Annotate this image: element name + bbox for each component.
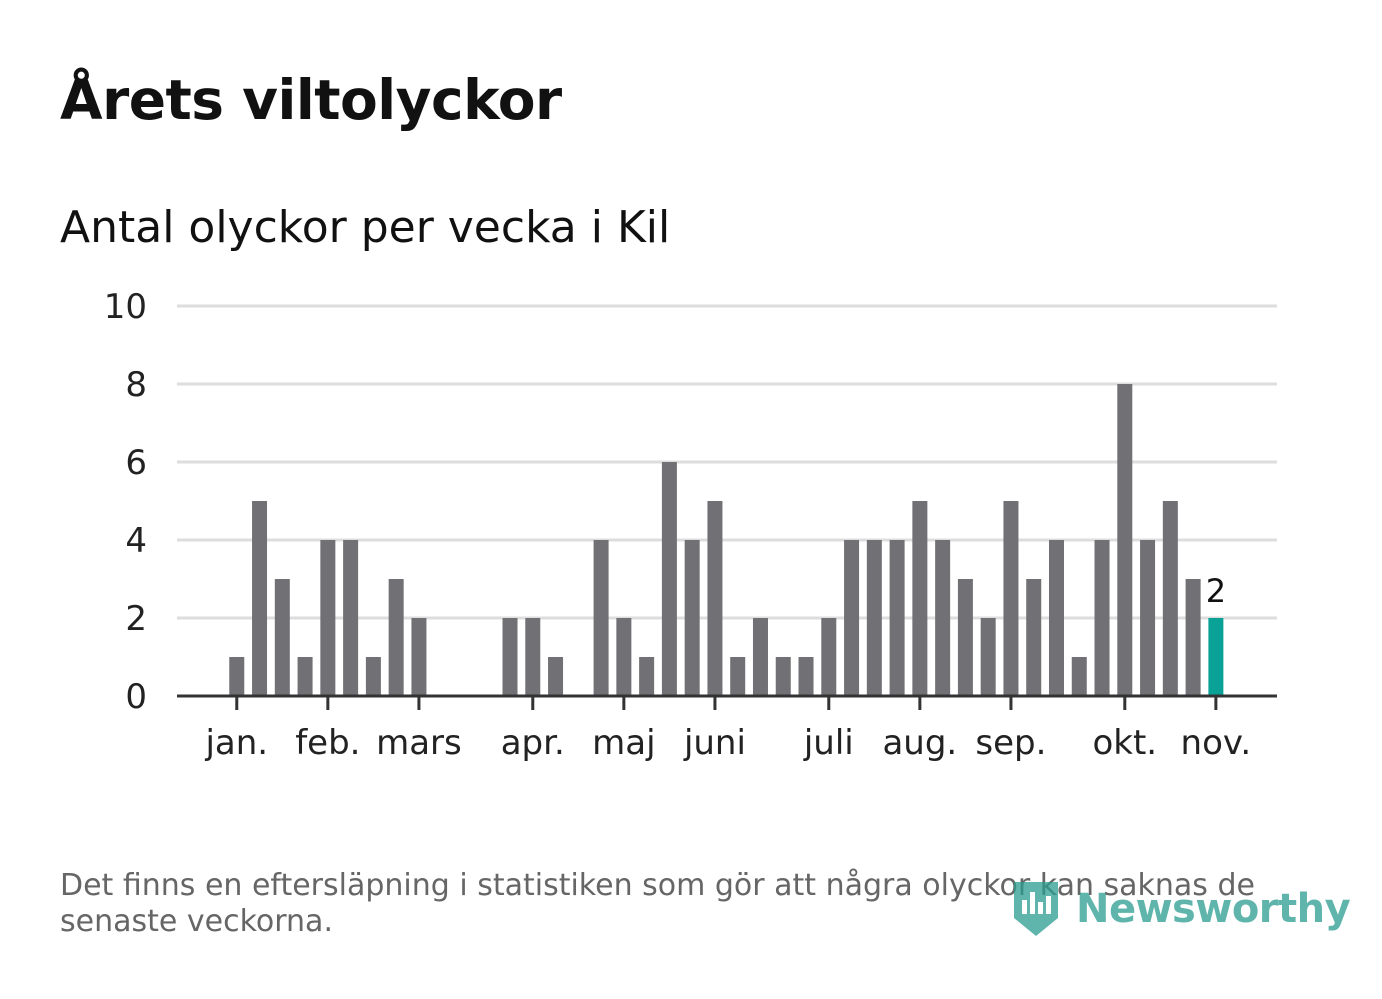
y-tick-label: 8 [125, 365, 147, 405]
bar [1048, 540, 1064, 696]
bar [1071, 657, 1087, 696]
bar [1003, 501, 1019, 696]
newsworthy-logo-icon [1014, 882, 1058, 936]
bar [957, 579, 973, 696]
bar [912, 501, 928, 696]
bar [411, 618, 427, 696]
bar [844, 540, 860, 696]
bar [889, 540, 905, 696]
logo-text: Newsworthy [1076, 886, 1351, 932]
chart-subtitle: Antal olyckor per vecka i Kil [60, 202, 671, 253]
y-tick-label: 10 [104, 287, 147, 327]
bar [798, 657, 814, 696]
bar [548, 657, 564, 696]
bar [821, 618, 837, 696]
x-tick-label: feb. [295, 723, 360, 763]
highlight-bar [1208, 618, 1224, 696]
highlight-data-label: 2 [1206, 572, 1226, 610]
x-tick-label: sep. [975, 723, 1046, 763]
x-tick-label: maj [592, 723, 655, 763]
x-tick-label: okt. [1092, 723, 1157, 763]
newsworthy-logo: Newsworthy [1010, 878, 1351, 940]
bar [525, 618, 541, 696]
bars [229, 384, 1224, 696]
bar [639, 657, 655, 696]
bar [1140, 540, 1156, 696]
bar [502, 618, 518, 696]
bar [616, 618, 632, 696]
x-tick-label: mars [376, 723, 462, 763]
bar [1026, 579, 1042, 696]
y-axis-ticks: 0 2 4 6 8 10 [104, 287, 147, 717]
bar [388, 579, 404, 696]
bar [1094, 540, 1110, 696]
bar [274, 579, 290, 696]
data-labels: 2 [1206, 572, 1226, 610]
bar [866, 540, 882, 696]
x-tick-label: juli [803, 723, 854, 763]
bar [935, 540, 951, 696]
chart-title: Årets viltolyckor [60, 68, 562, 132]
bar [593, 540, 609, 696]
x-tick-label: aug. [882, 723, 957, 763]
y-tick-label: 2 [125, 599, 147, 639]
x-tick-label: nov. [1181, 723, 1252, 763]
y-tick-label: 6 [125, 443, 147, 483]
bar [775, 657, 791, 696]
bar [1162, 501, 1178, 696]
bar [252, 501, 268, 696]
y-tick-label: 0 [125, 677, 147, 717]
bar [661, 462, 677, 696]
x-axis-ticks: jan. feb. mars apr. maj juni juli aug. sep. okt. n… [204, 696, 1251, 763]
bar [980, 618, 996, 696]
bar [752, 618, 768, 696]
bar [730, 657, 746, 696]
bar [707, 501, 723, 696]
bar [320, 540, 336, 696]
y-tick-label: 4 [125, 521, 147, 561]
bar [343, 540, 359, 696]
bar [365, 657, 381, 696]
bar [1117, 384, 1133, 696]
grid-lines [177, 304, 1277, 620]
bar [1185, 579, 1201, 696]
x-tick-label: apr. [501, 723, 565, 763]
bar [297, 657, 313, 696]
bar [229, 657, 245, 696]
bar [684, 540, 700, 696]
x-tick-label: juni [683, 723, 746, 763]
x-tick-label: jan. [204, 723, 268, 763]
